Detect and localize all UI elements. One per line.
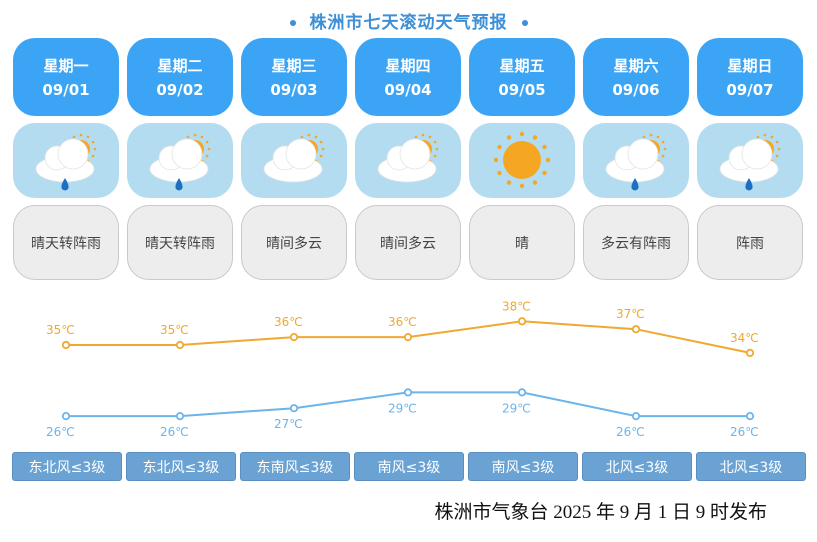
low-temp-label: 26℃ — [616, 425, 645, 439]
publish-note: 株洲市气象台 2025 年 9 月 1 日 9 时发布 — [434, 502, 767, 523]
weather-icon-card — [127, 123, 233, 198]
day-column: 星期五 09/05 晴 — [469, 38, 575, 280]
day-column: 星期二 09/02 晴天转阵雨 — [127, 38, 233, 280]
weather-description: 晴 — [469, 205, 575, 280]
title-dot-left — [289, 20, 296, 26]
day-header: 星期日 09/07 — [697, 38, 803, 116]
weekday-label: 星期日 — [727, 57, 773, 75]
day-column: 星期六 09/06 多云有阵雨 — [583, 38, 689, 280]
high-temp-point — [517, 317, 527, 326]
high-temp-label: 36℃ — [388, 315, 417, 329]
low-temp-point — [631, 412, 641, 421]
wind-badge: 北风≤3级 — [696, 452, 806, 481]
low-temp-point — [61, 412, 71, 421]
low-temp-point — [403, 388, 413, 397]
high-temp-label: 34℃ — [730, 331, 759, 345]
high-temp-point — [631, 325, 641, 334]
weather-icon-card — [469, 123, 575, 198]
low-temp-label: 26℃ — [730, 425, 759, 439]
day-header: 星期三 09/03 — [241, 38, 347, 116]
low-temp-label: 27℃ — [274, 417, 303, 431]
high-temp-label: 36℃ — [274, 315, 303, 329]
high-temp-point — [61, 340, 71, 350]
wind-badge: 东南风≤3级 — [240, 452, 350, 481]
weather-description: 晴间多云 — [241, 205, 347, 280]
date-label: 09/04 — [384, 81, 432, 99]
weather-description: 多云有阵雨 — [583, 205, 689, 280]
high-temp-point — [745, 348, 755, 358]
weekday-label: 星期四 — [385, 57, 431, 75]
day-column: 星期日 09/07 阵雨 — [697, 38, 803, 280]
date-label: 09/03 — [270, 81, 318, 99]
day-header: 星期六 09/06 — [583, 38, 689, 116]
day-column: 星期三 09/03 晴间多云 — [241, 38, 347, 280]
day-header: 星期四 09/04 — [355, 38, 461, 116]
date-label: 09/07 — [726, 81, 774, 99]
weekday-label: 星期六 — [613, 57, 659, 75]
wind-badge: 北风≤3级 — [582, 452, 692, 481]
high-temp-label: 38℃ — [502, 299, 531, 313]
weather-icon-card — [697, 123, 803, 198]
day-header: 星期二 09/02 — [127, 38, 233, 116]
wind-badge: 南风≤3级 — [354, 452, 464, 481]
weather-icon-card — [241, 123, 347, 198]
low-temp-label: 26℃ — [160, 425, 189, 439]
low-temp-point — [745, 412, 755, 421]
weather-description: 晴天转阵雨 — [127, 205, 233, 280]
low-temp-point — [517, 388, 527, 397]
weather-description: 阵雨 — [697, 205, 803, 280]
high-temp-label: 35℃ — [160, 323, 189, 337]
weekday-label: 星期三 — [271, 57, 317, 75]
low-temp-label: 29℃ — [388, 401, 417, 415]
date-label: 09/05 — [498, 81, 546, 99]
date-label: 09/06 — [612, 81, 660, 99]
weather-icon-card — [13, 123, 119, 198]
high-temp-point — [289, 332, 299, 342]
temperature-chart: 35℃ 35℃ 36℃ 36℃ 38℃ 37℃ 34℃ 26℃ 26℃ 27℃ 29℃ 29℃ 26℃ 2… — [46, 299, 759, 439]
title-text: 株洲市七天滚动天气预报 — [309, 13, 508, 33]
title-dot-right — [521, 20, 528, 26]
high-temp-point — [175, 340, 185, 350]
date-label: 09/01 — [42, 81, 90, 99]
wind-badge: 东北风≤3级 — [126, 452, 236, 481]
high-temp-label: 37℃ — [616, 307, 645, 321]
wind-badge: 南风≤3级 — [468, 452, 578, 481]
day-column: 星期四 09/04 晴间多云 — [355, 38, 461, 280]
low-temp-label: 26℃ — [46, 425, 75, 439]
weekday-label: 星期一 — [43, 57, 89, 75]
low-temp-point — [289, 404, 299, 413]
low-temp-point — [175, 412, 185, 421]
weekday-label: 星期二 — [157, 57, 203, 75]
weather-icon-card — [583, 123, 689, 198]
high-temp-point — [403, 332, 413, 342]
day-header: 星期五 09/05 — [469, 38, 575, 116]
page-title: 株洲市七天滚动天气预报 — [0, 8, 817, 33]
day-column: 星期一 09/01 晴天转阵雨 — [13, 38, 119, 280]
wind-badge: 东北风≤3级 — [12, 452, 122, 481]
date-label: 09/02 — [156, 81, 204, 99]
weather-description: 晴间多云 — [355, 205, 461, 280]
weather-description: 晴天转阵雨 — [13, 205, 119, 280]
day-header: 星期一 09/01 — [13, 38, 119, 116]
weather-icon-card — [355, 123, 461, 198]
weekday-label: 星期五 — [499, 57, 545, 75]
low-temp-label: 29℃ — [502, 401, 531, 415]
high-temp-label: 35℃ — [46, 323, 75, 337]
